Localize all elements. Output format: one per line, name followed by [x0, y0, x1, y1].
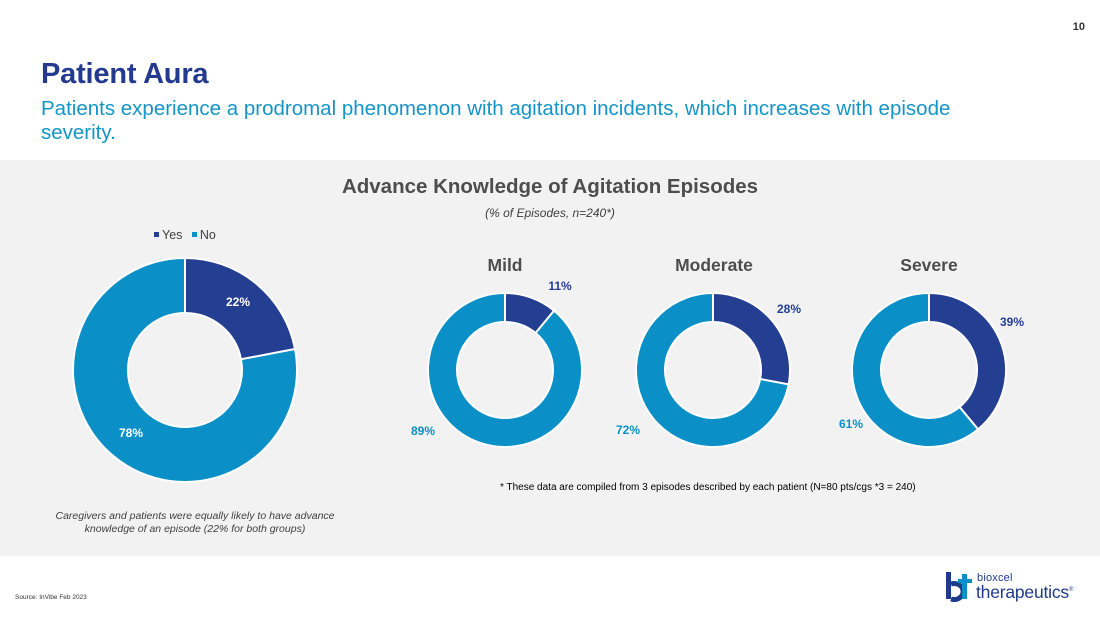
data-label-severe-yes: 39% — [1000, 315, 1024, 329]
data-label-mild-yes: 11% — [548, 279, 572, 293]
footnote: * These data are compiled from 3 episode… — [500, 482, 916, 493]
donut-title-moderate: Moderate — [675, 255, 753, 275]
page-title: Patient Aura — [41, 58, 209, 90]
data-label-mild-no: 89% — [411, 424, 435, 438]
page-subtitle: Patients experience a prodromal phenomen… — [41, 97, 951, 144]
legend-swatch-yes — [154, 232, 159, 238]
logo-text-big: therapeutics® — [976, 582, 1073, 603]
legend-entry-yes: Yes — [154, 228, 186, 242]
legend-entry-no: No — [191, 228, 216, 242]
donut-title-mild: Mild — [487, 255, 523, 275]
data-label-overall-no: 78% — [119, 426, 143, 440]
page-number: 10 — [1072, 21, 1085, 33]
donut-slice-moderate-no — [635, 291, 790, 448]
data-label-moderate-yes: 28% — [777, 302, 801, 316]
legend-swatch-no — [191, 232, 197, 238]
chart-panel — [0, 160, 1100, 556]
logo-text-small: bioxcel — [977, 572, 1013, 584]
data-label-severe-no: 61% — [839, 417, 863, 431]
logo-text-big-word: therapeutics — [976, 582, 1069, 602]
chart-title: Advance Knowledge of Agitation Episodes — [341, 175, 759, 198]
donut-slice-mild-no — [427, 291, 583, 448]
chart-subtitle: (% of Episodes, n=240*) — [485, 206, 615, 220]
legend-label-yes: Yes — [162, 228, 183, 242]
donut-slice-severe-no — [851, 291, 980, 448]
data-label-moderate-no: 72% — [616, 423, 640, 437]
logo-registered-mark: ® — [1068, 587, 1074, 594]
left-note: Caregivers and patients were equally lik… — [55, 510, 335, 535]
chart-legend: Yes No — [154, 228, 222, 242]
donut-slice-overall-yes — [184, 256, 297, 361]
donut-title-severe: Severe — [900, 255, 958, 275]
donut-slice-severe-yes — [928, 291, 1007, 431]
bioxcel-logo: bioxcel therapeutics® — [944, 570, 1089, 604]
data-label-overall-yes: 22% — [226, 295, 250, 309]
source-note: Source: InVibe Feb 2023 — [15, 594, 87, 601]
legend-label-no: No — [199, 228, 216, 242]
logo-mark-icon — [946, 572, 972, 602]
donut-slice-overall-no — [72, 256, 298, 483]
